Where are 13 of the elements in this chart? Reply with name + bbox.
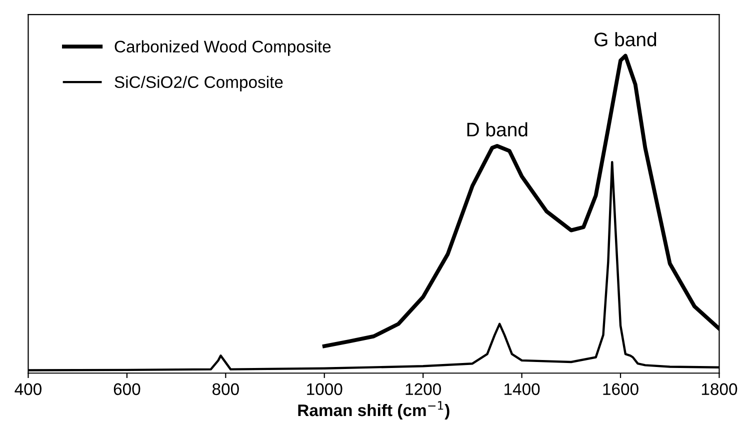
- x-tick-label: 600: [114, 383, 140, 396]
- x-tick-label: 1000: [307, 383, 342, 396]
- legend-label: SiC/SiO2/C Composite: [114, 76, 283, 92]
- x-tick-label: 1600: [603, 383, 638, 396]
- x-tick-label: 1800: [702, 383, 738, 396]
- annotation: D band: [467, 122, 528, 136]
- x-tick-label: 1200: [406, 383, 441, 396]
- annotation: G band: [594, 32, 656, 46]
- x-tick-label: 400: [14, 383, 42, 396]
- x-axis-title: Raman shift (cm$^{−1}$): [298, 401, 450, 420]
- legend-label: Carbonized Wood Composite: [114, 40, 331, 56]
- x-tick-label: 800: [212, 383, 239, 396]
- x-tick-label: 1400: [504, 383, 540, 396]
